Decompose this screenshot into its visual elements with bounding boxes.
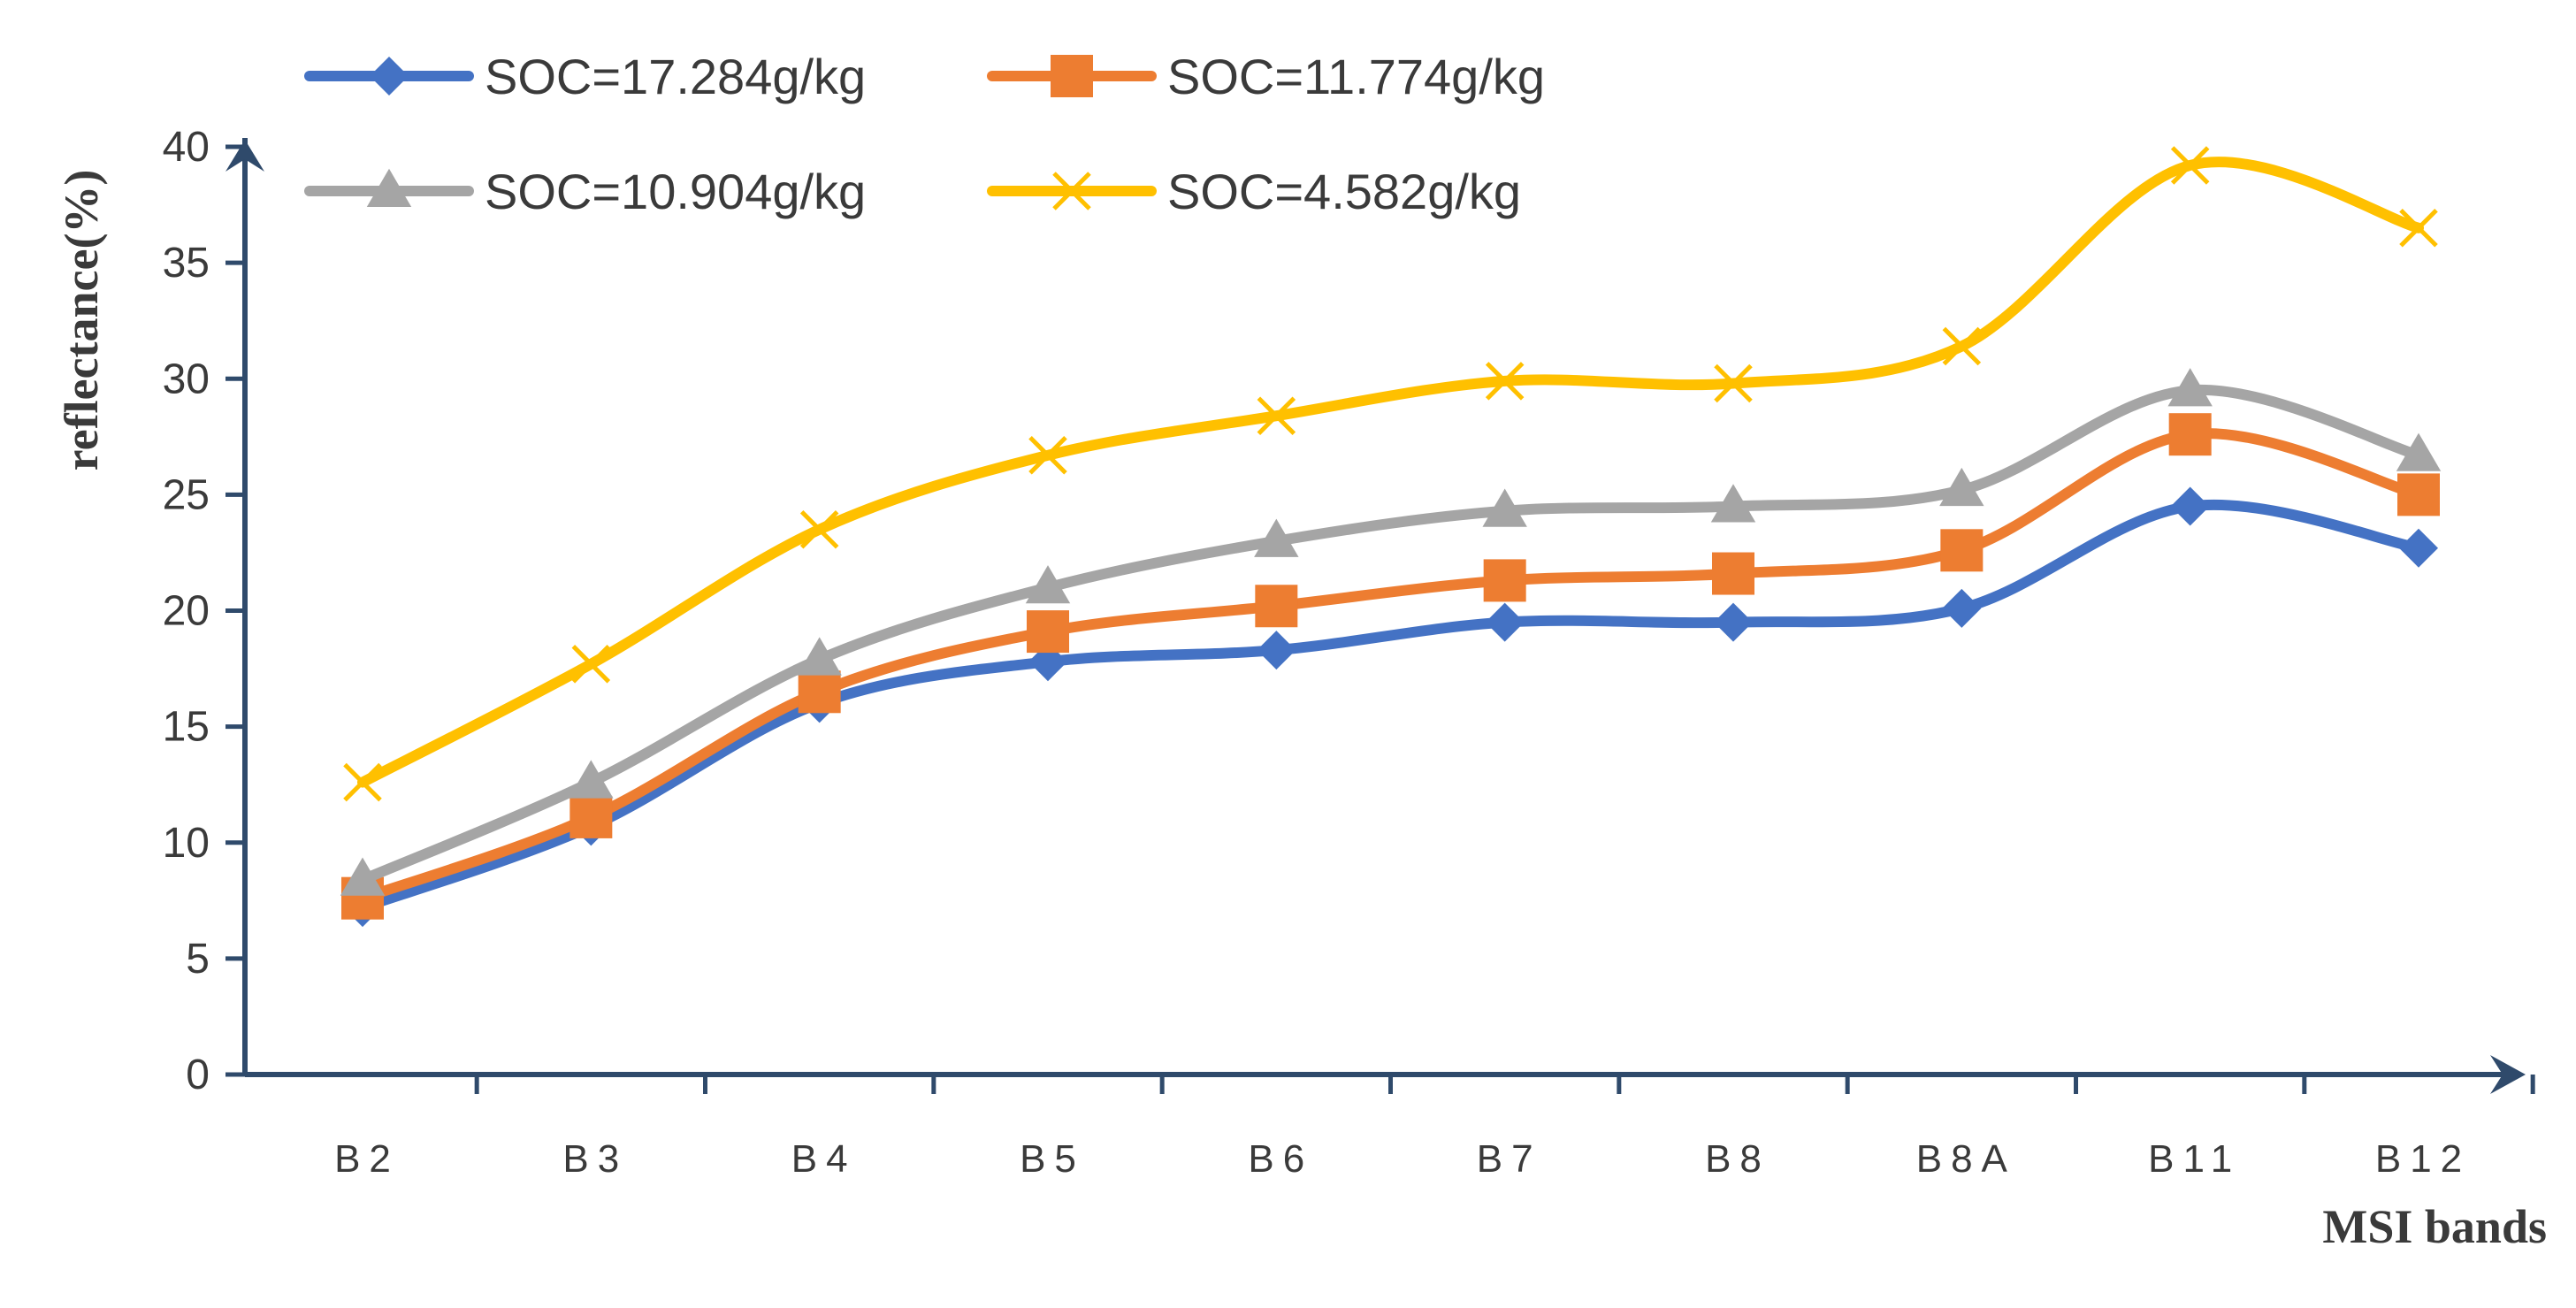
data-point	[1255, 585, 1298, 628]
data-point	[1257, 396, 1296, 435]
y-axis: 0 5 10 15 20 25 30 35 40	[163, 124, 264, 1098]
data-point	[1483, 559, 1526, 602]
y-tick-label: 25	[163, 471, 210, 518]
legend-swatch-marker	[1052, 172, 1091, 210]
legend-item: SOC=17.284g/kg	[304, 49, 866, 104]
legend-label: SOC=4.582g/kg	[1167, 164, 1521, 219]
data-point-stroke-b	[1714, 363, 1753, 403]
data-point-stroke-b	[1485, 362, 1525, 401]
data-point	[569, 760, 614, 799]
data-point	[1939, 467, 1984, 507]
data-point	[1712, 552, 1754, 595]
x-axis-arrow	[2490, 1055, 2526, 1094]
x-tick-label: B8	[1705, 1137, 1770, 1181]
data-point	[340, 857, 386, 896]
data-point-stroke-b	[2170, 146, 2210, 185]
data-point	[2167, 368, 2213, 407]
data-point	[2168, 413, 2212, 456]
data-point	[1025, 565, 1071, 604]
series-4	[343, 146, 2438, 802]
y-tick-label: 15	[163, 704, 210, 751]
data-point-stroke-b	[799, 509, 839, 549]
x-tick-label: B5	[1020, 1137, 1085, 1181]
y-tick-label: 0	[186, 1052, 210, 1098]
data-point	[2399, 209, 2438, 248]
y-axis-title: reflectance(%)	[55, 170, 108, 471]
legend-item: SOC=10.904g/kg	[304, 164, 866, 219]
x-tick-label: B11	[2148, 1137, 2241, 1181]
data-point	[2396, 432, 2442, 471]
series-line	[357, 428, 2424, 904]
data-point-stroke-b	[571, 645, 611, 684]
legend-item: SOC=4.582g/kg	[987, 164, 1521, 219]
data-point	[1940, 529, 1984, 572]
data-point	[1257, 631, 1296, 670]
x-tick-label: B8A	[1916, 1137, 2016, 1181]
data-point	[1027, 610, 1069, 654]
legend-label: SOC=17.284g/kg	[485, 49, 866, 104]
data-point	[569, 795, 613, 838]
y-tick-label: 20	[163, 588, 210, 635]
y-tick-label: 5	[186, 936, 210, 983]
x-tick-label: B2	[334, 1137, 400, 1181]
series-line	[357, 157, 2424, 788]
data-point-stroke-b	[1028, 436, 1067, 475]
data-point	[1714, 363, 1753, 403]
data-point	[571, 645, 611, 684]
series-1	[343, 486, 2438, 928]
data-point	[1485, 602, 1525, 642]
data-point	[1710, 484, 1756, 523]
legend-label: SOC=11.774g/kg	[1167, 49, 1545, 104]
legend-swatch-marker	[370, 57, 409, 96]
data-point-stroke-b	[2399, 209, 2438, 248]
y-tick-label: 30	[163, 356, 210, 402]
data-point-stroke-b	[1257, 396, 1296, 435]
x-axis: B2 B3 B4 B5 B6 B7 B8 B8A B11 B12	[245, 1055, 2535, 1181]
y-tick-label: 40	[163, 124, 210, 171]
data-point	[1482, 488, 1527, 527]
data-point	[1254, 518, 1299, 557]
data-point	[1942, 326, 1982, 366]
x-axis-title: MSI bands	[2322, 1200, 2547, 1253]
data-point	[2170, 486, 2210, 526]
series-layer	[340, 146, 2442, 928]
legend-swatch-marker-stroke-b	[1052, 172, 1091, 210]
data-point	[1028, 436, 1067, 475]
legend-swatch-marker	[366, 168, 412, 207]
data-point-stroke-b	[343, 762, 382, 802]
data-point	[2397, 473, 2440, 516]
series-2	[341, 413, 2440, 920]
y-axis-arrow	[225, 140, 264, 172]
legend-item: SOC=11.774g/kg	[987, 49, 1545, 104]
data-point	[799, 509, 839, 549]
legend-label: SOC=10.904g/kg	[485, 164, 866, 219]
y-tick-label: 35	[163, 240, 210, 287]
legend: SOC=17.284g/kg SOC=11.774g/kg SOC=10.904g/…	[304, 49, 1545, 219]
x-tick-label: B4	[791, 1137, 857, 1181]
data-point	[797, 637, 842, 676]
series-line	[357, 499, 2424, 914]
y-tick-label: 10	[163, 820, 210, 867]
x-tick-label: B12	[2375, 1137, 2471, 1181]
x-tick-label: B6	[1248, 1137, 1313, 1181]
data-point	[1485, 362, 1525, 401]
data-point	[1942, 588, 1982, 628]
x-tick-label: B3	[562, 1137, 628, 1181]
data-point-stroke-b	[1942, 326, 1982, 366]
series-3	[340, 368, 2442, 896]
data-point	[798, 670, 841, 714]
series-line	[357, 384, 2424, 885]
data-point	[1714, 602, 1753, 642]
data-point	[2170, 146, 2210, 185]
legend-swatch-marker	[1051, 55, 1093, 97]
data-point	[343, 762, 382, 802]
data-point	[2399, 528, 2438, 568]
x-tick-label: B7	[1477, 1137, 1542, 1181]
